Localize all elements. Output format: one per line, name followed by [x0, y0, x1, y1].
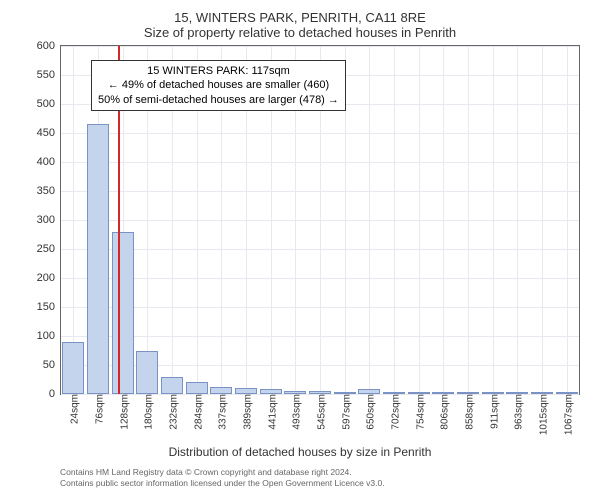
y-tick-label: 0 [49, 388, 61, 400]
y-tick-label: 200 [37, 272, 61, 284]
gridline-v [369, 46, 370, 394]
annotation-line3: 50% of semi-detached houses are larger (… [98, 93, 339, 107]
y-tick-label: 350 [37, 185, 61, 197]
bar [136, 351, 158, 395]
gridline-v [394, 46, 395, 394]
x-tick-label: 650sqm [362, 394, 377, 430]
x-tick-label: 858sqm [461, 394, 476, 430]
gridline-v [468, 46, 469, 394]
gridline-v [567, 46, 568, 394]
x-tick-label: 441sqm [263, 394, 278, 430]
y-tick-label: 300 [37, 214, 61, 226]
bar [186, 382, 208, 394]
annotation-line1: 15 WINTERS PARK: 117sqm [98, 64, 339, 78]
bar [161, 377, 183, 394]
x-tick-label: 1015sqm [535, 394, 550, 435]
x-tick-label: 911sqm [485, 394, 500, 429]
x-tick-label: 806sqm [436, 394, 451, 430]
annotation-box: 15 WINTERS PARK: 117sqm ← 49% of detache… [91, 60, 346, 111]
annotation-line2: ← 49% of detached houses are smaller (46… [98, 78, 339, 92]
chart-plot-area: 05010015020025030035040045050055060024sq… [60, 45, 580, 395]
bar [210, 387, 232, 394]
chart-title: 15, WINTERS PARK, PENRITH, CA11 8RE [10, 10, 590, 25]
gridline-v [517, 46, 518, 394]
gridline-v [542, 46, 543, 394]
footer-line1: Contains HM Land Registry data © Crown c… [60, 467, 590, 478]
x-tick-label: 232sqm [165, 394, 180, 430]
y-tick-label: 550 [37, 69, 61, 81]
x-tick-label: 1067sqm [559, 394, 574, 435]
x-tick-label: 963sqm [510, 394, 525, 430]
y-tick-label: 500 [37, 98, 61, 110]
footer-text: Contains HM Land Registry data © Crown c… [10, 467, 590, 489]
chart-subtitle: Size of property relative to detached ho… [10, 25, 590, 40]
bar [62, 342, 84, 394]
x-tick-label: 754sqm [411, 394, 426, 430]
gridline-v [443, 46, 444, 394]
bar [87, 124, 109, 394]
y-tick-label: 250 [37, 243, 61, 255]
x-tick-label: 702sqm [387, 394, 402, 430]
x-tick-label: 545sqm [313, 394, 328, 430]
bar [112, 232, 134, 394]
footer-line2: Contains public sector information licen… [60, 478, 590, 489]
x-tick-label: 24sqm [66, 394, 81, 424]
x-tick-label: 128sqm [115, 394, 130, 430]
x-tick-label: 597sqm [337, 394, 352, 430]
gridline-v [419, 46, 420, 394]
x-axis-label: Distribution of detached houses by size … [10, 445, 590, 459]
x-tick-label: 389sqm [239, 394, 254, 430]
y-tick-label: 600 [37, 40, 61, 52]
plot-region: 05010015020025030035040045050055060024sq… [60, 45, 580, 395]
y-tick-label: 450 [37, 127, 61, 139]
x-tick-label: 284sqm [189, 394, 204, 430]
x-tick-label: 337sqm [214, 394, 229, 430]
x-tick-label: 180sqm [140, 394, 155, 430]
y-tick-label: 150 [37, 301, 61, 313]
x-tick-label: 76sqm [91, 394, 106, 424]
gridline-v [493, 46, 494, 394]
y-tick-label: 100 [37, 330, 61, 342]
y-tick-label: 50 [43, 359, 61, 371]
y-tick-label: 400 [37, 156, 61, 168]
x-tick-label: 493sqm [288, 394, 303, 430]
